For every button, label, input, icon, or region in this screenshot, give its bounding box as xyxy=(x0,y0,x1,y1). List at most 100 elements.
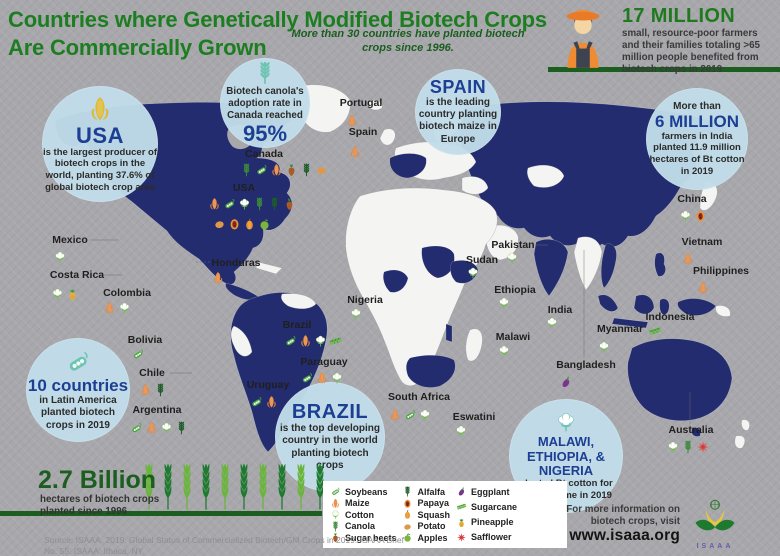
cotton-icon xyxy=(668,441,678,453)
crop-icons-uruguay xyxy=(250,395,279,409)
bubble-canola: Biotech canola's adoption rate in Canada… xyxy=(220,58,310,148)
soybeans-icon xyxy=(252,396,262,407)
page-title-line-2: Are Commercially Grown xyxy=(8,35,267,60)
cotton-icon xyxy=(55,251,65,263)
alfalfa-icon xyxy=(303,163,310,177)
isaaa-wordmark: ISAAA xyxy=(696,543,734,550)
map-peru xyxy=(230,325,253,357)
country-label-costa-rica: Costa Rica xyxy=(49,269,105,281)
wheat-stalk xyxy=(292,462,310,512)
crop-icons-vietnam xyxy=(681,252,695,266)
crop-icons-brazil xyxy=(284,334,343,348)
crop-icons-mexico xyxy=(53,250,67,264)
wheat-stalk xyxy=(159,462,177,512)
bubble-latam-body: in Latin America planted biotech crops i… xyxy=(39,395,117,431)
footer-info-text: For more information on biotech crops, v… xyxy=(566,504,680,527)
legend-item-maize: Maize xyxy=(329,498,397,509)
apples-icon xyxy=(260,218,269,230)
map-india xyxy=(533,239,569,297)
wheat-stalk xyxy=(197,462,215,512)
crop-icons-paraguay xyxy=(300,371,344,385)
wheat-stalk xyxy=(216,462,234,512)
wheat-stalk xyxy=(235,462,253,512)
soybeans-icon xyxy=(331,487,339,495)
legend-item-alfalfa: Alfalfa xyxy=(402,486,451,497)
map-turkey xyxy=(461,176,489,195)
legend-label-sugar-beets: Sugar beets xyxy=(345,532,397,543)
cotton-icon xyxy=(558,413,574,432)
legend-column-3: Eggplant Sugarcane Pineapple Safflower xyxy=(455,486,517,543)
maize-icon xyxy=(683,253,693,265)
map-central-america xyxy=(225,282,260,301)
country-label-portugal: Portugal xyxy=(339,97,383,109)
wheat-stalk xyxy=(140,462,158,512)
canola-icon xyxy=(260,62,270,85)
map-iceland xyxy=(367,100,383,111)
legend-label-pineapple: Pineapple xyxy=(471,517,514,528)
farmer-icon xyxy=(554,2,612,73)
papaya-icon xyxy=(696,211,705,222)
cotton-icon xyxy=(119,302,130,314)
bubble-usa-title: USA xyxy=(76,122,124,148)
eggplant-legend-icon xyxy=(455,486,467,497)
legend-label-cotton: Cotton xyxy=(345,509,374,520)
map-nigeria xyxy=(383,269,409,293)
crop-icons-south-africa xyxy=(388,408,432,422)
legend-item-cotton: Cotton xyxy=(329,509,397,520)
isaaa-url-link[interactable]: www.isaaa.org xyxy=(569,527,680,544)
bubble-india6m-body: farmers in India planted 11.9 million he… xyxy=(649,130,745,177)
source-citation: Source: ISAAA. 2019. Global Status of Co… xyxy=(44,535,405,556)
apples-legend-icon xyxy=(402,532,414,543)
legend-label-safflower: Safflower xyxy=(471,532,512,543)
safflower-icon xyxy=(456,533,466,542)
sugarcane-icon xyxy=(648,327,662,335)
cotton-icon xyxy=(420,409,430,421)
squash-legend-icon xyxy=(402,509,414,520)
soybeans-icon xyxy=(257,164,267,175)
isaaa-logo: ISAAA xyxy=(689,498,741,550)
alfalfa-icon xyxy=(157,383,164,397)
map-africa xyxy=(345,187,498,386)
country-label-chile: Chile xyxy=(139,367,165,379)
country-label-india: India xyxy=(547,304,573,316)
maize-icon xyxy=(210,198,219,210)
country-label-sudan: Sudan xyxy=(465,254,499,266)
country-label-myanmar: Myanmar xyxy=(596,323,644,335)
cotton-icon xyxy=(161,422,172,434)
maize-icon xyxy=(267,396,276,408)
bubble-spain-title: SPAIN xyxy=(429,77,487,98)
soybeans-icon xyxy=(286,335,296,346)
legend-item-eggplant: Eggplant xyxy=(455,486,517,497)
crop-icons-india xyxy=(545,316,559,330)
cotton-icon xyxy=(547,317,557,329)
maize-bubble-icon xyxy=(86,95,114,123)
country-label-australia: Australia xyxy=(668,424,714,436)
crop-icons-honduras xyxy=(211,271,225,285)
legend-item-sugarcane: Sugarcane xyxy=(455,501,517,512)
squash-icon xyxy=(246,218,253,230)
crop-icons-indonesia xyxy=(648,324,662,338)
bubble-latam-headline: 10 countries xyxy=(27,376,129,396)
map-sulawesi xyxy=(659,298,670,315)
map-central-asia-patch xyxy=(527,165,565,188)
pineapple-icon xyxy=(69,289,76,300)
crop-icons-usa xyxy=(213,217,272,231)
legend-item-potato: Potato xyxy=(402,521,451,532)
papaya-icon xyxy=(404,499,411,508)
cotton-icon xyxy=(599,341,609,353)
soybeans-icon xyxy=(405,409,415,420)
wheat-stalk xyxy=(311,462,329,512)
map-greenland xyxy=(299,84,351,133)
hectares-body: hectares of biotech crops planted since … xyxy=(40,494,160,517)
legend-label-apples: Apples xyxy=(417,532,448,543)
sugarcane-icon xyxy=(329,337,342,345)
crop-icons-spain xyxy=(348,145,362,159)
bubble-usa: USA is the largest producer of biotech cr… xyxy=(42,86,158,202)
legend-label-potato: Potato xyxy=(417,521,446,531)
legend-item-squash: Squash xyxy=(402,509,450,520)
crop-icons-sudan xyxy=(466,266,480,280)
country-label-bolivia: Bolivia xyxy=(127,334,163,346)
bottom-divider xyxy=(0,511,322,516)
alfalfa-legend-icon xyxy=(402,486,414,497)
bubble-india6m: More than 6 MILLION farmers in India plant… xyxy=(646,88,748,190)
